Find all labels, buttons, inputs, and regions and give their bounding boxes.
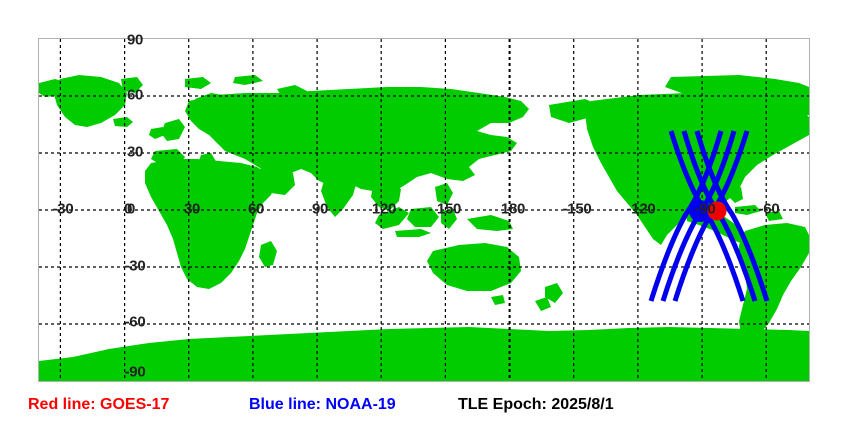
antarctica-landmass — [39, 327, 809, 381]
legend-goes17: Red line: GOES-17 — [28, 396, 170, 413]
borneo-landmass — [407, 207, 439, 227]
eurasia-landmass — [185, 87, 529, 191]
world-map — [38, 38, 810, 382]
noaa19-track-3 — [694, 130, 770, 302]
new-zealand-landmass — [545, 283, 563, 303]
sumatra-landmass — [375, 207, 409, 229]
florida-landmass — [729, 187, 743, 203]
arabia-landmass — [257, 167, 295, 195]
new-zealand-south-landmass — [535, 297, 551, 311]
hispaniola-landmass — [765, 211, 783, 221]
alaska-canada-strip — [39, 79, 69, 97]
india-landmass — [321, 175, 357, 217]
japan-landmass — [453, 145, 477, 167]
legend-noaa19: Blue line: NOAA-19 — [249, 396, 396, 413]
british-isles-landmass — [161, 119, 185, 141]
africa-landmass — [145, 159, 275, 289]
iceland-landmass — [113, 117, 133, 127]
noaa19-track-6 — [648, 130, 724, 302]
south-america-landmass — [739, 223, 809, 341]
indochina-landmass — [371, 183, 401, 211]
greenland-ne-tip — [121, 77, 143, 93]
svalbard-landmass — [185, 77, 211, 89]
map-canvas — [39, 39, 809, 381]
new-guinea-landmass — [467, 215, 513, 231]
philippines-landmass — [435, 183, 453, 205]
ireland-landmass — [149, 127, 165, 139]
madagascar-landmass — [259, 241, 277, 267]
legend: Red line: GOES-17 Blue line: NOAA-19 TLE… — [0, 392, 850, 425]
landmasses — [39, 75, 809, 381]
java-landmass — [395, 229, 431, 237]
franz-josef-landmass — [233, 75, 263, 85]
legend-tle-epoch: TLE Epoch: 2025/8/1 — [458, 396, 614, 413]
greenland-landmass — [53, 75, 127, 127]
tasmania-landmass — [491, 295, 505, 305]
scandinavia-landmass — [195, 93, 229, 119]
